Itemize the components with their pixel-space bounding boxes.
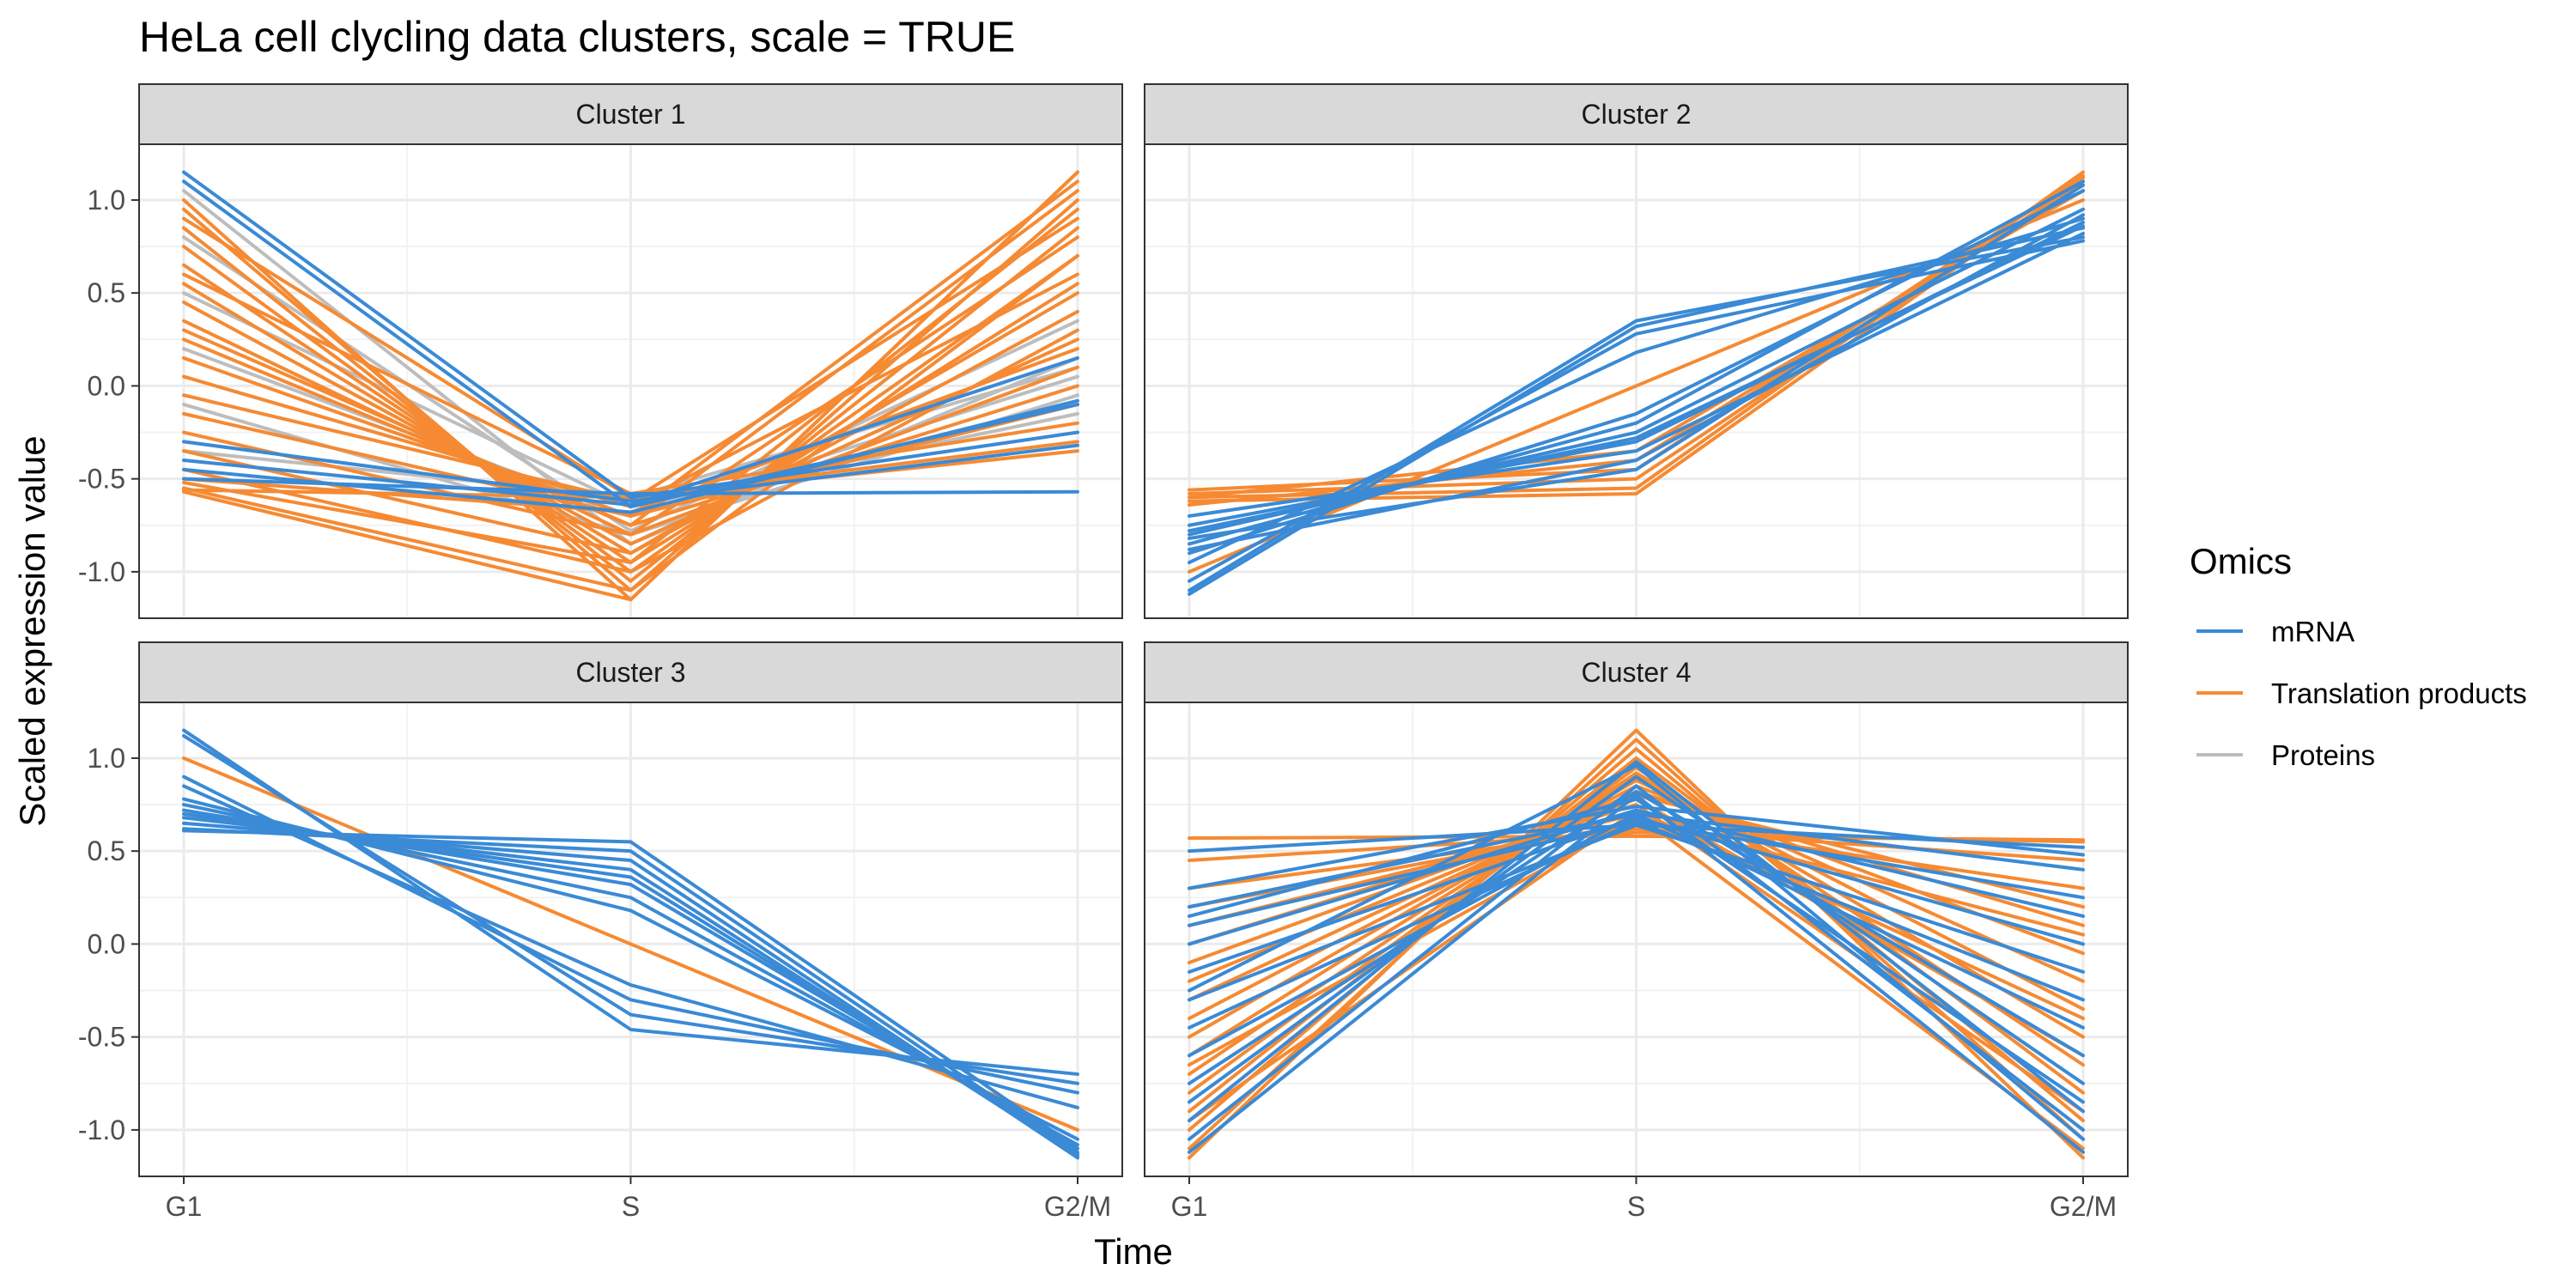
facet-strip-label: Cluster 2 xyxy=(1581,99,1691,130)
series-line-translation-products xyxy=(1188,803,2085,1114)
series-line-translation-products xyxy=(182,207,1079,565)
facet-panel-2: Cluster 2 xyxy=(1144,83,2129,619)
facet-strip-label: Cluster 3 xyxy=(575,657,685,688)
facet-strip xyxy=(1144,83,2129,145)
series-line-mrna xyxy=(1188,183,2085,540)
series-line-translation-products xyxy=(182,179,1079,518)
x-axis-title: Time xyxy=(1094,1231,1173,1272)
series-line-translation-products xyxy=(1188,738,2085,1151)
series-line-mrna xyxy=(1188,793,2085,1154)
series-line-mrna xyxy=(1188,224,2085,533)
x-tick-label: S xyxy=(622,1191,640,1222)
series-line-translation-products xyxy=(182,253,1079,592)
series-line-mrna xyxy=(182,477,1079,495)
series-line-mrna xyxy=(1188,231,2085,518)
y-tick-label: 0.5 xyxy=(88,277,125,308)
series-line-mrna xyxy=(1188,789,2085,1085)
legend-title: Omics xyxy=(2190,541,2292,581)
facet-strip-label: Cluster 4 xyxy=(1581,657,1691,688)
series-line-mrna xyxy=(1188,189,2085,556)
chart-title: HeLa cell clycling data clusters, scale … xyxy=(139,13,1015,61)
series-line-mrna xyxy=(182,355,1079,507)
y-tick-label: -1.0 xyxy=(78,1115,125,1145)
legend-item: mRNA xyxy=(2196,616,2354,647)
legend: Omics mRNA Translation products Proteins xyxy=(2190,541,2527,771)
series-line-translation-products xyxy=(182,328,1079,574)
series-line-mrna xyxy=(182,829,1079,1151)
series-line-translation-products xyxy=(182,235,1079,537)
panel-border xyxy=(1144,143,2129,619)
series-line-mrna xyxy=(1188,819,2085,927)
legend-label: Proteins xyxy=(2271,739,2375,771)
facet-strip xyxy=(138,83,1123,145)
y-tick-label: -1.0 xyxy=(78,556,125,587)
series-line-mrna xyxy=(1188,760,2085,1123)
legend-entries: mRNA Translation products Proteins xyxy=(2196,616,2527,771)
series-line-mrna xyxy=(1188,775,2085,1104)
x-tick-label: G2/M xyxy=(2050,1191,2117,1222)
y-tick-label: 0.5 xyxy=(88,835,125,866)
facet-strip-label: Cluster 1 xyxy=(575,99,685,130)
x-tick-label: S xyxy=(1627,1191,1645,1222)
facet-strip xyxy=(138,641,1123,703)
series-line-translation-products xyxy=(1188,778,2085,1039)
y-tick-label: 1.0 xyxy=(88,743,125,774)
panel-border xyxy=(138,143,1123,619)
legend-label: mRNA xyxy=(2271,616,2354,647)
y-axis-title: Scaled expression value xyxy=(12,435,52,826)
series-line-mrna xyxy=(182,784,1079,1109)
facet-strip xyxy=(1144,641,2129,703)
series-line-mrna xyxy=(1188,763,2085,1141)
series-line-mrna xyxy=(1188,179,2085,546)
series-line-mrna xyxy=(1188,797,2085,1104)
x-tick-label: G1 xyxy=(1171,1191,1208,1222)
y-tick-label: -0.5 xyxy=(78,464,125,495)
series-line-mrna xyxy=(182,170,1079,500)
series-line-mrna xyxy=(1188,823,2085,854)
x-tick-label: G2/M xyxy=(1044,1191,1111,1222)
series-line-mrna xyxy=(182,827,1079,1157)
series-line-mrna xyxy=(1188,808,2085,946)
series-line-mrna xyxy=(182,440,1079,503)
y-tick-label: 0.0 xyxy=(88,370,125,401)
panels-layer: Cluster 1 -1.0 -0.5 0.0 0.5 1.0 Cluster 2 Clust… xyxy=(78,83,2129,1222)
legend-item: Translation products xyxy=(2196,677,2527,709)
y-tick-label: 1.0 xyxy=(88,185,125,216)
series-line-mrna xyxy=(1188,816,2085,974)
legend-label: Translation products xyxy=(2271,677,2527,709)
y-tick-label: 0.0 xyxy=(88,928,125,959)
y-tick-label: -0.5 xyxy=(78,1022,125,1053)
facet-panel-3: Cluster 3 -1.0 -0.5 0.0 0.5 1.0 G1 S G2/M xyxy=(78,641,1123,1222)
series-line-translation-products xyxy=(182,189,1079,527)
series-line-translation-products xyxy=(182,170,1079,602)
legend-item: Proteins xyxy=(2196,739,2375,771)
facet-panel-4: Cluster 4 G1 S G2/M xyxy=(1144,641,2129,1222)
x-tick-label: G1 xyxy=(166,1191,203,1222)
facet-panel-1: Cluster 1 -1.0 -0.5 0.0 0.5 1.0 xyxy=(78,83,1123,619)
